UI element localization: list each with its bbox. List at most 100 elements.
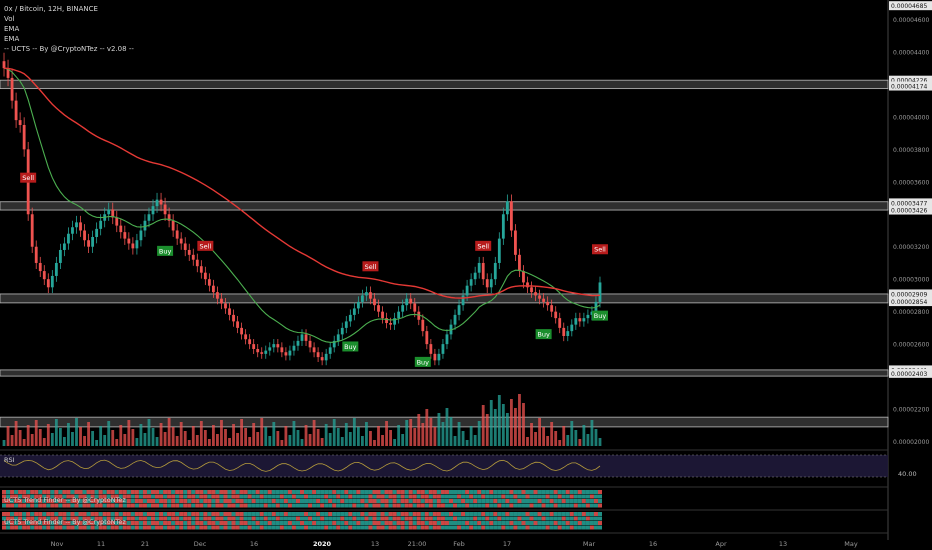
trend-finder-cell [159,494,164,499]
trend-finder-cell [561,512,566,516]
trend-finder-cell [388,525,393,530]
trend-finder-cell [453,512,458,516]
trend-finder-cell [541,516,546,521]
trend-finder-cell [14,503,19,508]
trend-finder-cell [553,512,558,516]
trend-finder-label-2[interactable]: UCTS Trend Finder -- By @CryptoNTez [4,518,126,526]
trend-finder-cell [271,503,276,508]
trend-finder-cell [243,516,248,521]
trend-finder-label-1[interactable]: UCTS Trend Finder -- By @CryptoNTez [4,496,126,504]
candle-body [542,298,546,302]
trend-finder-cell [505,490,510,494]
trend-finder-cell [267,521,272,525]
trend-finder-cell [412,516,417,521]
trend-finder-cell [344,516,349,521]
trend-finder-cell [271,512,276,516]
legend-volume[interactable]: Vol [4,15,15,23]
volume-bar [421,423,425,446]
trend-finder-cell [142,525,147,530]
volume-bar [175,436,179,446]
trend-finder-cell [541,503,546,508]
trend-finder-cell [585,521,590,525]
trend-finder-cell [38,516,43,521]
trend-finder-cell [348,499,353,503]
trend-finder-cell [545,516,550,521]
trend-finder-cell [324,503,329,508]
volume-bar [401,434,405,446]
trend-finder-cell [533,490,538,494]
trend-finder-cell [167,494,172,499]
trend-finder-cell [259,494,264,499]
trend-finder-cell [360,494,365,499]
trend-finder-cell [46,516,51,521]
trend-finder-cell [54,525,59,530]
trend-finder-cell [247,503,252,508]
trend-finder-cell [138,516,143,521]
trend-finder-cell [102,490,107,494]
trend-finder-cell [215,499,220,503]
rsi-pane-label[interactable]: RSI [4,456,15,464]
trend-finder-cell [541,521,546,525]
trend-finder-cell [159,521,164,525]
trend-finder-cell [134,503,139,508]
trend-finder-cell [320,490,325,494]
candle-body [127,238,131,244]
trend-finder-cell [384,521,389,525]
trend-finder-cell [477,499,482,503]
trend-finder-cell [525,525,530,530]
trend-finder-cell [18,499,23,503]
trend-finder-cell [167,499,172,503]
trend-finder-cell [287,503,292,508]
trend-finder-cell [187,490,192,494]
trend-finder-cell [138,499,143,503]
trend-finder-cell [344,494,349,499]
legend-ema-2[interactable]: EMA [4,35,20,43]
trend-finder-cell [287,512,292,516]
trend-finder-cell [6,512,11,516]
trend-finder-cell [324,494,329,499]
trend-finder-cell [134,512,139,516]
trend-finder-cell [404,521,409,525]
price-label-box [889,289,932,299]
trend-finder-cell [316,499,321,503]
trend-finder-cell [86,499,91,503]
trend-finder-cell [344,521,349,525]
legend-ucts[interactable]: -- UCTS -- By @CryptoNTez -- v2.08 -- [4,45,134,53]
trend-finder-cell [448,494,454,499]
time-axis-label: 21:00 [408,540,427,548]
trend-finder-cell [408,503,413,508]
trend-finder-cell [78,494,83,499]
trend-finder-cell [26,503,31,508]
candle-body [272,344,276,348]
trend-finder-cell [533,525,538,530]
volume-bar [284,426,288,446]
trend-finder-cell [138,512,143,516]
trend-finder-cell [42,503,47,508]
trend-finder-cell [593,503,598,508]
candle-body [332,340,336,348]
trend-finder-cell [102,494,107,499]
trend-finder-cell [585,503,590,508]
volume-bar [518,394,521,446]
trend-finder-cell [183,494,188,499]
price-label-text: 0.00003426 [891,208,927,215]
candle-body [497,238,501,263]
trend-finder-cell [110,490,115,494]
trend-finder-cell [509,521,514,525]
symbol-title[interactable]: 0x / Bitcoin, 12H, BINANCE [4,5,98,13]
candle-body [316,352,320,358]
candle-body [441,344,445,354]
trend-finder-cell [416,494,421,499]
legend-ema-1[interactable]: EMA [4,25,20,33]
trend-finder-cell [517,525,522,530]
trend-finder-cell [231,494,236,499]
volume-bar [501,404,505,446]
trend-finder-cell [30,525,35,530]
trend-finder-cell [581,503,586,508]
price-label-text: 0.00004174 [891,84,927,91]
candle-body [115,217,119,226]
trend-finder-cell [517,503,522,508]
trend-finder-cell [505,516,510,521]
trend-finder-cell [457,525,462,530]
